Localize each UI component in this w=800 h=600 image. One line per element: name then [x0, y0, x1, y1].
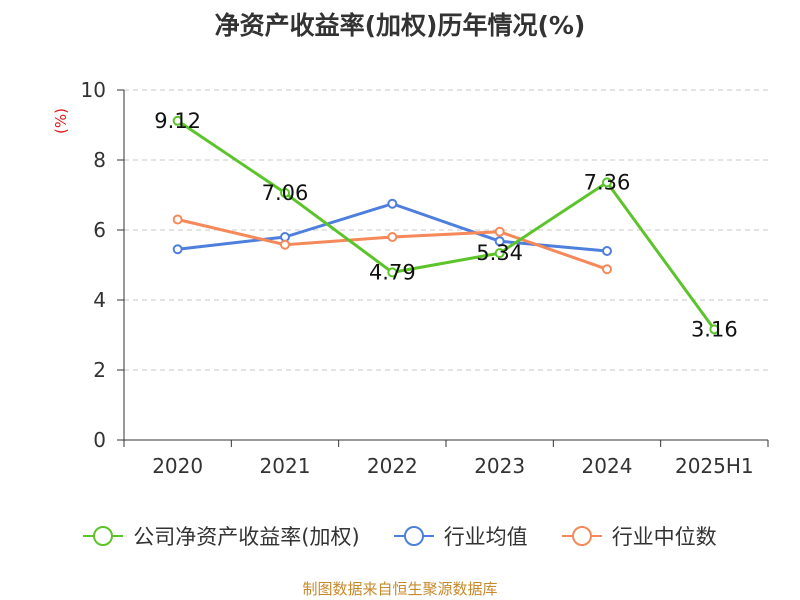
y-tick-label: 8	[93, 148, 106, 172]
legend-swatch-industry-mean	[393, 526, 434, 546]
data-label: 3.16	[691, 317, 738, 341]
legend-label-industry-median: 行业中位数	[611, 525, 717, 549]
legend-label-company: 公司净资产收益率(加权)	[133, 525, 360, 549]
y-tick-label: 4	[93, 288, 106, 312]
legend: 公司净资产收益率(加权) 行业均值 行业中位数	[0, 520, 800, 552]
line-chart: 0 2 4 6 8 10 2020 2021 2022 2023 2024 2025H1 9.12 7.0…	[81, 78, 769, 478]
data-label: 7.36	[584, 170, 631, 194]
series-line	[177, 202, 608, 253]
legend-item-industry-mean[interactable]: 行业均值	[393, 521, 528, 551]
y-tick-label: 0	[93, 428, 106, 452]
series-line	[176, 119, 716, 331]
source-note: 制图数据来自恒生聚源数据库	[302, 580, 498, 598]
chart-title: 净资产收益率(加权)历年情况(%)	[214, 11, 586, 40]
data-label: 7.06	[262, 181, 309, 205]
data-point	[602, 246, 612, 256]
y-tick-label: 2	[93, 358, 106, 382]
data-point	[280, 187, 290, 198]
x-tick-label: 2023	[474, 454, 525, 478]
data-point	[172, 214, 183, 225]
x-tick-label: 2025H1	[675, 454, 754, 478]
data-label: 9.12	[154, 109, 201, 133]
x-tick-label: 2021	[260, 454, 311, 478]
data-point	[172, 115, 183, 126]
data-point	[387, 198, 398, 209]
data-point	[387, 267, 398, 278]
data-point	[602, 177, 612, 188]
data-point	[172, 244, 183, 255]
data-point	[494, 226, 505, 237]
data-label: 5.34	[476, 241, 523, 265]
data-point	[494, 248, 505, 259]
data-point	[280, 239, 290, 250]
legend-swatch-company	[83, 526, 124, 546]
data-point	[709, 324, 720, 335]
data-point	[602, 264, 612, 275]
y-tick-label: 10	[81, 78, 106, 102]
legend-item-industry-median[interactable]: 行业中位数	[561, 521, 717, 551]
x-tick-label: 2024	[582, 454, 633, 478]
legend-swatch-industry-median	[561, 526, 602, 546]
data-point	[494, 236, 505, 247]
data-label: 4.79	[369, 260, 416, 284]
x-tick-label: 2020	[152, 454, 203, 478]
legend-label-industry-mean: 行业均值	[443, 525, 528, 549]
data-point	[387, 232, 398, 242]
x-tick-label: 2022	[367, 454, 418, 478]
legend-item-company[interactable]: 公司净资产收益率(加权)	[83, 521, 360, 551]
y-tick-label: 6	[93, 218, 106, 242]
